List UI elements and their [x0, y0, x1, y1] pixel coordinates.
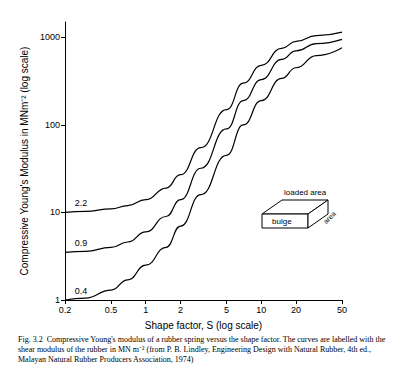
svg-text:Shape factor, S (log scale): Shape factor, S (log scale) — [145, 320, 262, 331]
svg-text:Compressive Young's Modulus in: Compressive Young's Modulus in MNm⁻² (lo… — [19, 47, 30, 276]
svg-text:20: 20 — [291, 305, 301, 315]
svg-text:2: 2 — [178, 305, 183, 315]
svg-text:loaded area: loaded area — [284, 188, 327, 197]
svg-text:5: 5 — [224, 305, 229, 315]
svg-text:1000: 1000 — [40, 32, 60, 42]
svg-text:1: 1 — [55, 295, 60, 305]
svg-text:10: 10 — [50, 207, 60, 217]
svg-text:0.9: 0.9 — [75, 238, 88, 248]
svg-text:2.2: 2.2 — [75, 198, 88, 208]
svg-text:bulge: bulge — [272, 217, 292, 226]
svg-text:area: area — [322, 210, 337, 225]
svg-text:Fig. 3.2 Compressive Young's: Fig. 3.2 Compressive Young's modulus of … — [18, 335, 387, 344]
svg-text:0.5: 0.5 — [105, 305, 118, 315]
svg-text:50: 50 — [337, 305, 347, 315]
svg-text:100: 100 — [45, 120, 60, 130]
svg-text:10: 10 — [256, 305, 266, 315]
svg-text:shear modulus of the rubber in: shear modulus of the rubber in MN m⁻² (f… — [18, 345, 373, 354]
svg-text:0.4: 0.4 — [75, 286, 88, 296]
svg-text:Malayan Natural Rubber Produce: Malayan Natural Rubber Producers Associa… — [18, 355, 194, 364]
svg-text:1: 1 — [143, 305, 148, 315]
svg-text:0.2: 0.2 — [59, 305, 72, 315]
